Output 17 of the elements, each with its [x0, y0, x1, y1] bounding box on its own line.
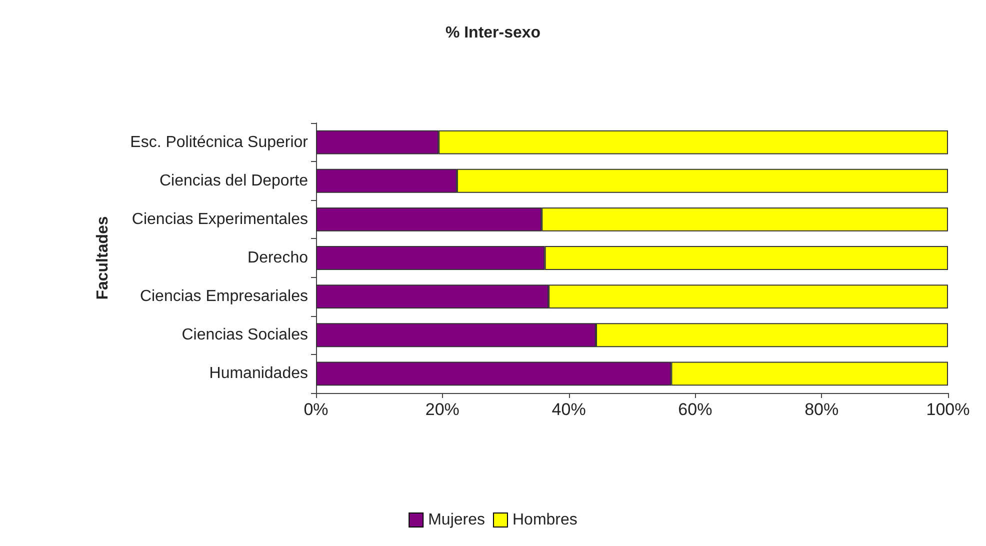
y-tick-label: Humanidades [209, 365, 308, 382]
y-tick-label: Ciencias Experimentales [132, 210, 308, 228]
y-axis-title: Facultades [94, 216, 112, 300]
x-tick-label: 0% [304, 400, 328, 419]
x-tick-label: 80% [804, 400, 839, 419]
legend-label: Hombres [512, 512, 578, 528]
y-tick-label: Derecho [248, 250, 308, 266]
x-tick-label: 60% [678, 400, 712, 419]
y-tick-label: Ciencias Sociales [182, 326, 308, 344]
x-tick-label: 100% [926, 400, 970, 419]
chart-title: % Inter-sexo [445, 24, 541, 42]
x-tick-label: 40% [552, 400, 586, 419]
y-tick-label: Ciencias del Deporte [159, 172, 308, 190]
y-tick-label: Ciencias Empresariales [140, 288, 308, 306]
y-tick-label: Esc. Politécnica Superior [130, 134, 309, 151]
x-tick-label: 20% [425, 400, 460, 419]
legend-label: Mujeres [428, 512, 485, 528]
